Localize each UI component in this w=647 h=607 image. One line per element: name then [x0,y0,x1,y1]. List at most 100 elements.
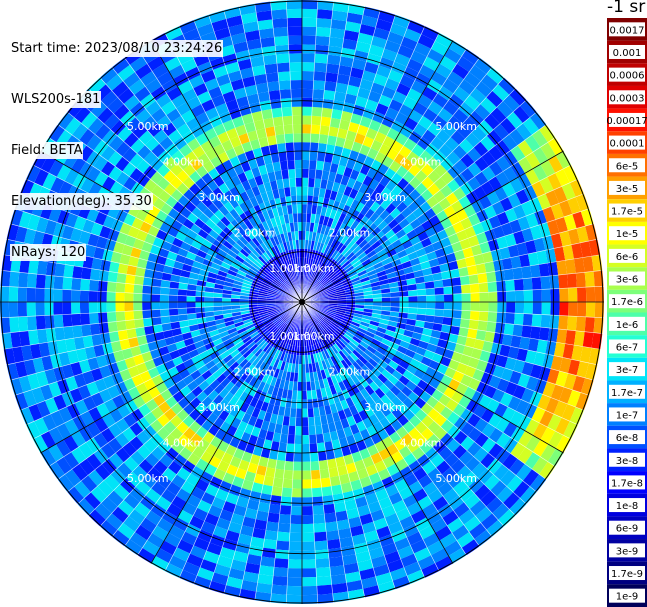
ppi-cell [78,161,94,178]
ppi-cell [334,283,344,290]
ppi-cell [127,386,141,400]
ppi-cell [517,216,531,231]
ppi-cell [375,488,389,502]
ppi-cell [407,569,425,584]
ppi-cell [361,229,372,240]
ppi-cell [233,318,243,324]
ppi-cell [88,469,104,487]
ppi-cell [322,432,332,443]
ppi-cell [245,242,255,252]
ppi-cell [563,421,578,440]
ppi-cell [306,266,310,276]
ppi-cell [292,327,297,337]
ppi-cell [212,369,223,380]
ppi-cell [133,284,143,294]
ppi-cell [493,332,504,345]
ppi-cell [143,438,158,453]
ppi-cell [387,31,404,45]
ppi-cell [357,327,367,335]
ppi-cell [384,364,396,375]
ppi-cell [460,153,475,168]
ppi-cell [268,289,278,294]
ppi-cell [456,258,468,269]
ppi-cell [460,181,474,196]
ppi-cell [287,576,302,587]
ppi-cell [302,541,316,551]
ppi-cell [312,496,324,507]
ppi-cell [580,377,594,396]
ppi-cell [241,113,254,125]
ppi-cell [317,273,325,282]
ppi-cell [246,341,256,350]
ppi-cell [88,406,102,422]
ppi-cell [62,302,72,315]
ppi-cell [344,288,355,293]
ppi-cell [258,361,267,372]
ppi-cell [416,136,431,151]
ppi-cell [410,50,428,65]
ppi-cell [467,162,482,177]
ppi-cell [82,370,95,385]
ppi-cell [302,115,312,125]
ppi-cell [289,326,294,336]
ppi-cell [369,212,380,223]
ppi-cell [286,594,302,604]
ppi-cell [225,492,239,505]
ppi-cell [363,219,374,230]
ppi-cell [258,309,268,314]
ppi-cell [378,94,393,108]
ppi-cell [267,308,277,313]
ppi-cell [123,132,139,148]
ppi-cell [555,435,572,453]
ppi-cell [27,273,37,289]
ppi-cell [343,249,353,259]
ppi-cell [558,274,569,289]
ppi-cell [136,159,151,174]
ppi-cell [78,442,94,459]
ppi-cell [573,330,585,347]
ppi-cell [107,321,118,333]
ppi-cell [177,295,187,302]
ppi-cell [129,153,144,168]
ppi-cell [186,229,198,240]
ppi-cell [273,225,281,236]
ppi-cell [337,255,346,265]
ppi-cell [398,486,414,500]
ppi-cell [559,302,569,316]
ppi-cell [233,87,247,100]
ppi-cell [539,410,554,428]
ppi-cell [357,87,371,100]
ppi-cell [460,422,475,437]
ppi-cell [315,558,330,569]
ppi-cell [432,322,443,332]
ppi-cell [258,232,267,243]
ppi-cell [328,248,336,258]
ppi-cell [346,302,356,305]
ppi-cell [516,242,528,256]
ppi-cell [338,156,349,167]
ppi-cell [315,27,331,37]
ppi-cell [484,331,496,343]
ppi-cell [428,258,440,268]
ppi-cell [332,100,345,111]
ppi-cell [432,93,449,108]
ppi-cell [310,469,321,480]
ppi-cell [342,280,352,287]
ppi-cell [418,64,436,79]
ppi-cell [182,176,196,189]
ppi-cell [288,213,294,224]
ppi-cell [311,259,316,269]
ppi-cell [481,422,496,438]
ppi-cell [319,331,327,341]
ppi-cell [385,202,397,215]
ppi-cell [456,123,472,139]
ppi-cell [93,155,108,172]
ppi-cell [492,84,510,102]
ppi-cell [212,65,228,79]
ppi-cell [369,320,380,327]
ppi-cell [293,318,298,328]
ppi-cell [345,366,355,377]
ppi-cell [263,354,271,364]
ppi-cell [152,324,163,334]
ppi-cell [394,537,411,551]
